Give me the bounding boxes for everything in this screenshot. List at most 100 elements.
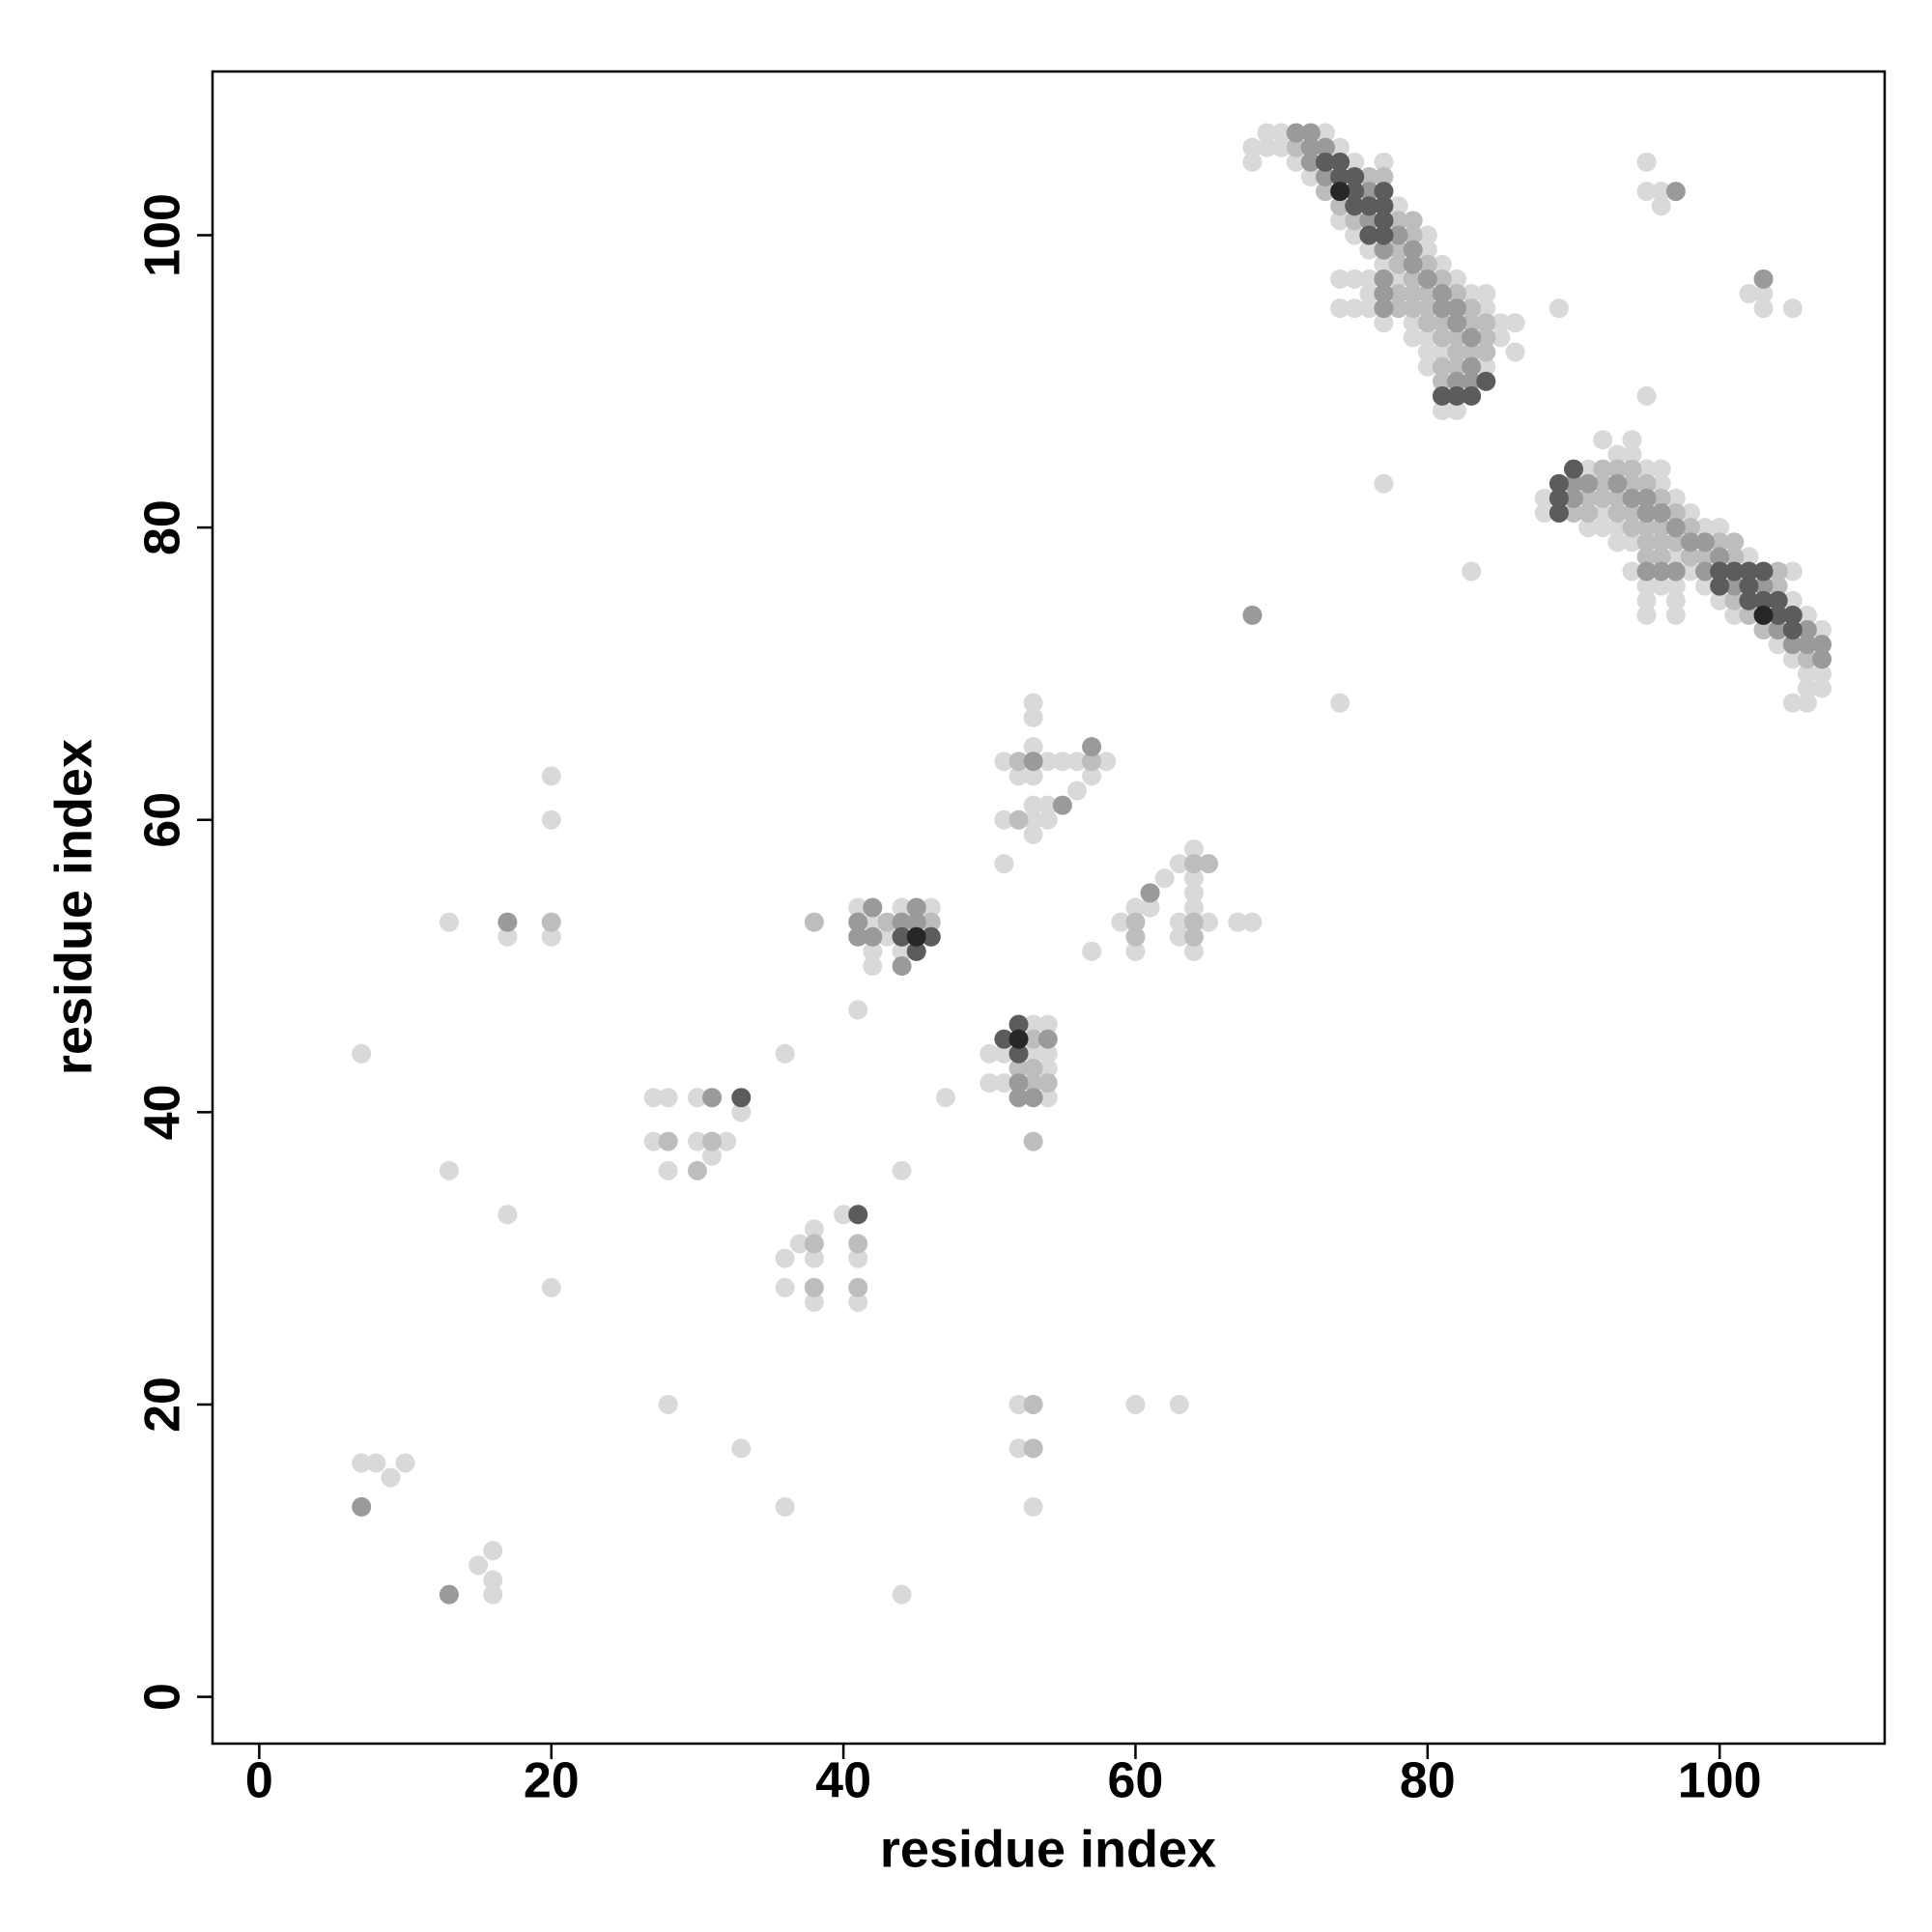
contact-point xyxy=(1345,182,1365,202)
contact-point xyxy=(863,912,883,932)
contact-point xyxy=(1636,385,1657,406)
contact-point xyxy=(1315,182,1335,202)
contact-point xyxy=(1023,766,1043,786)
contact-point xyxy=(1710,547,1730,567)
contact-point xyxy=(1724,532,1745,553)
contact-point xyxy=(863,956,883,977)
contact-point xyxy=(541,810,561,830)
contact-point xyxy=(1607,488,1628,508)
contact-point xyxy=(1330,166,1350,186)
contact-point xyxy=(687,1131,707,1151)
y-tick-label: 80 xyxy=(135,499,191,555)
contact-point xyxy=(1242,605,1263,625)
contact-point xyxy=(1023,1014,1043,1035)
contact-point xyxy=(1183,883,1204,903)
contact-point xyxy=(1753,561,1774,582)
contact-point xyxy=(1271,137,1292,157)
contact-point xyxy=(1665,605,1686,625)
contact-point xyxy=(1636,547,1657,567)
contact-point xyxy=(1403,283,1423,303)
contact-point xyxy=(1315,152,1335,172)
contact-point xyxy=(1417,240,1437,260)
contact-point xyxy=(1607,473,1628,494)
contact-point xyxy=(1739,590,1759,611)
contact-point xyxy=(1082,737,1102,757)
contact-point xyxy=(994,1073,1014,1094)
y-tick-label: 40 xyxy=(135,1084,191,1140)
contact-point xyxy=(1023,693,1043,713)
contact-point xyxy=(848,897,868,918)
contact-point xyxy=(877,912,897,932)
contact-point xyxy=(1739,576,1759,596)
contact-point xyxy=(1782,605,1803,625)
contact-point xyxy=(1753,576,1774,596)
contact-point xyxy=(1037,1029,1058,1049)
contact-point xyxy=(1695,518,1716,538)
contact-point xyxy=(1636,576,1657,596)
contact-point xyxy=(1199,854,1219,874)
contact-point xyxy=(1009,1073,1029,1094)
contact-point xyxy=(1710,518,1730,538)
contact-point xyxy=(1154,868,1175,889)
contact-point xyxy=(1651,532,1671,553)
contact-point xyxy=(892,926,912,947)
contact-point xyxy=(1768,620,1788,640)
contact-point xyxy=(1651,561,1671,582)
contact-point xyxy=(1636,182,1657,202)
contact-point xyxy=(1782,649,1803,669)
contact-point xyxy=(892,912,912,932)
contact-point xyxy=(1782,635,1803,655)
contact-point xyxy=(1505,342,1525,362)
contact-point xyxy=(1330,137,1350,157)
contact-point xyxy=(994,1043,1014,1064)
contact-point xyxy=(1782,590,1803,611)
contact-point xyxy=(1622,502,1642,523)
contact-point xyxy=(1242,152,1263,172)
x-tick-label: 0 xyxy=(245,1753,273,1809)
contact-point xyxy=(1345,166,1365,186)
contact-point xyxy=(1009,1058,1029,1078)
contact-point xyxy=(804,1219,824,1239)
contact-point xyxy=(994,1029,1014,1049)
contact-point xyxy=(352,1043,372,1064)
contact-point xyxy=(1286,152,1306,172)
contact-point xyxy=(1300,137,1321,157)
contact-point xyxy=(1417,356,1437,377)
contact-point xyxy=(1636,459,1657,479)
contact-point xyxy=(1403,298,1423,319)
contact-point xyxy=(848,1000,868,1020)
contact-point xyxy=(1374,240,1394,260)
contact-point xyxy=(1403,313,1423,333)
contact-point xyxy=(834,1205,854,1225)
contact-point xyxy=(1665,488,1686,508)
contact-point xyxy=(804,1277,824,1297)
contact-point xyxy=(994,854,1014,874)
contact-point xyxy=(1768,561,1788,582)
contact-point xyxy=(1023,1029,1043,1049)
contact-point xyxy=(1403,269,1423,289)
contact-point xyxy=(1636,561,1657,582)
contact-point xyxy=(1593,502,1613,523)
contact-point xyxy=(1023,1394,1043,1414)
contact-point xyxy=(1183,838,1204,859)
contact-point xyxy=(702,1146,723,1166)
contact-point xyxy=(1797,649,1817,669)
contact-point xyxy=(1811,664,1832,684)
contact-point xyxy=(1359,298,1379,319)
contact-point xyxy=(1183,912,1204,932)
contact-point xyxy=(1622,430,1642,450)
contact-point xyxy=(366,1453,386,1473)
contact-point xyxy=(731,1102,752,1122)
contact-point xyxy=(1300,123,1321,143)
contact-point xyxy=(1330,269,1350,289)
contact-point xyxy=(395,1453,415,1473)
contact-point xyxy=(1797,693,1817,713)
contact-point xyxy=(1462,356,1482,377)
contact-point xyxy=(1125,941,1146,961)
contact-point xyxy=(658,1131,678,1151)
contact-point xyxy=(1505,313,1525,333)
contact-point xyxy=(1636,502,1657,523)
contact-point xyxy=(1125,926,1146,947)
contact-point xyxy=(1417,283,1437,303)
contact-point xyxy=(1651,502,1671,523)
